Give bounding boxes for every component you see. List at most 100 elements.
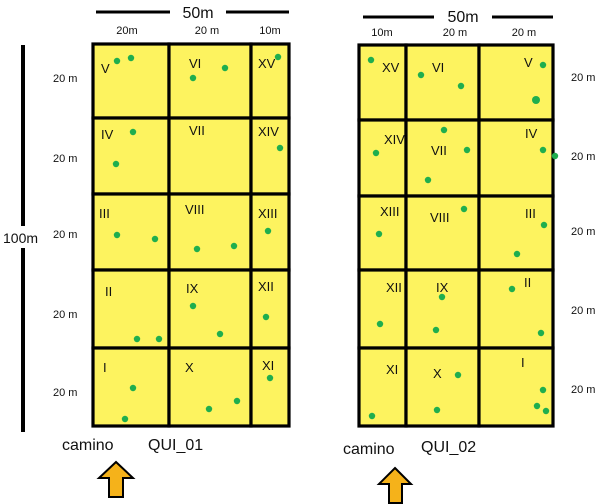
plot-qui-02-col-2-width-label: 20 m — [443, 27, 467, 39]
cell-label: XV — [258, 56, 276, 71]
plot-qui-02-cell-v — [477, 43, 555, 122]
cell-label: VI — [189, 56, 201, 71]
tree-dot — [216, 330, 224, 338]
tree-dot — [533, 402, 541, 410]
tree-dot — [457, 82, 465, 90]
plot-qui-02-cell-labels: XV VI V XIV VII IV XIII VIII III XII IX … — [380, 55, 538, 381]
tree-dot — [372, 149, 380, 157]
cell-label: III — [525, 206, 536, 221]
cell-label: XIV — [384, 132, 405, 147]
cell-label: XI — [386, 362, 398, 377]
cell-label: V — [524, 55, 533, 70]
cell-label: XIII — [258, 206, 278, 221]
tree-dot — [440, 126, 448, 134]
cell-label: X — [185, 360, 194, 375]
plot-qui-01-row-5-height-label: 20 m — [53, 387, 77, 399]
tree-dot — [432, 326, 440, 334]
plot-qui-01-cell-vi — [167, 42, 253, 120]
cell-label: II — [105, 284, 112, 299]
tree-dot — [230, 242, 238, 250]
cell-label: III — [99, 206, 110, 221]
plot-qui-01-width-scale: 50m 20m 20 m 10m — [96, 5, 289, 37]
plot-qui-02-cell-i — [477, 346, 555, 428]
tree-dot — [262, 313, 270, 321]
tree-dot — [463, 146, 471, 154]
plot-qui-01-row-3-height-label: 20 m — [53, 229, 77, 241]
tree-dot — [539, 61, 547, 69]
plot-qui-02-total-width-label: 50m — [447, 9, 478, 26]
cell-label: IV — [525, 126, 538, 141]
tree-dot — [417, 71, 425, 79]
plot-qui-01-cell-xii — [249, 268, 291, 350]
up-arrow-icon — [96, 460, 136, 498]
tree-dot — [121, 415, 129, 423]
plot-qui-02-cell-ii — [477, 268, 555, 350]
plot-qui-02-cell-xi — [357, 346, 408, 428]
tree-dot — [151, 235, 159, 243]
tree-dot — [274, 53, 282, 61]
tree-dot — [233, 397, 241, 405]
cell-label: I — [521, 355, 525, 370]
plot-qui-01-cell-viii — [167, 192, 253, 272]
tree-dot — [112, 160, 120, 168]
tree-dot — [424, 176, 432, 184]
plot-qui-01-col-3-width-label: 10m — [259, 25, 280, 37]
tree-dot — [513, 250, 521, 258]
tree-dot — [189, 74, 197, 82]
tree-dot — [264, 227, 272, 235]
plot-qui-02-col-3-width-label: 20 m — [512, 27, 536, 39]
tree-dot — [433, 406, 441, 414]
tree-dot — [205, 405, 213, 413]
plot-qui-02-row-2-height-label: 20 m — [571, 151, 595, 163]
height-label: 100m — [3, 230, 38, 246]
tree-dot — [129, 384, 137, 392]
plot-qui-02-path-label: camino — [343, 441, 395, 458]
cell-label: XV — [382, 60, 400, 75]
plot-qui-01-name: QUI_01 — [148, 437, 203, 454]
plot-qui-02-row-4-height-label: 20 m — [571, 305, 595, 317]
tree-dot — [508, 285, 516, 293]
plot-qui-02-cell-vi — [404, 43, 481, 122]
plot-qui-02-grid — [357, 43, 555, 428]
cell-label: XII — [386, 280, 402, 295]
plot-qui-01-cell-vii — [167, 116, 253, 196]
cell-label: VII — [431, 143, 447, 158]
plot-qui-02-row-1-height-label: 20 m — [571, 72, 595, 84]
tree-dot — [113, 57, 121, 65]
tree-dot — [551, 152, 559, 160]
tree-dot — [537, 329, 545, 337]
up-arrow-icon — [376, 466, 414, 504]
cell-label: VII — [189, 123, 205, 138]
tree-dot — [129, 128, 137, 136]
plot-qui-02: 50m 10m 20 m 20 m 20 m 20 m 20 m 20 m 20… — [343, 9, 595, 504]
tree-dot — [539, 146, 547, 154]
cell-label: V — [101, 61, 110, 76]
tree-dot — [539, 386, 547, 394]
plot-qui-02-row-3-height-label: 20 m — [571, 226, 595, 238]
tree-dot — [532, 96, 540, 104]
plot-qui-01-path-label: camino — [62, 437, 114, 454]
cell-label: I — [103, 360, 107, 375]
plot-qui-01-col-1-width-label: 20m — [116, 25, 137, 37]
plot-qui-02-cell-viii — [404, 194, 481, 272]
tree-dot — [276, 144, 284, 152]
tree-dot — [266, 374, 274, 382]
cell-label: VI — [432, 60, 444, 75]
tree-dot — [193, 245, 201, 253]
tree-dot — [376, 320, 384, 328]
tree-dot — [113, 231, 121, 239]
cell-label: XIV — [258, 124, 279, 139]
plot-qui-02-width-scale: 50m 10m 20 m 20 m — [363, 9, 553, 39]
plot-qui-01-col-2-width-label: 20 m — [195, 25, 219, 37]
tree-dot — [155, 335, 163, 343]
tree-dot — [542, 407, 550, 415]
tree-dot — [375, 230, 383, 238]
tree-dot — [368, 412, 376, 420]
plot-qui-01-trees — [112, 53, 284, 423]
cell-label: II — [524, 275, 531, 290]
plot-qui-02-col-1-width-label: 10m — [371, 27, 392, 39]
plot-qui-01: 50m 20m 20 m 10m 100m 20 m 20 m 20 m 20 … — [0, 5, 291, 498]
plot-qui-01-cell-ii — [91, 268, 171, 350]
height-scale: 100m — [0, 45, 50, 432]
plot-qui-02-name: QUI_02 — [421, 439, 476, 456]
